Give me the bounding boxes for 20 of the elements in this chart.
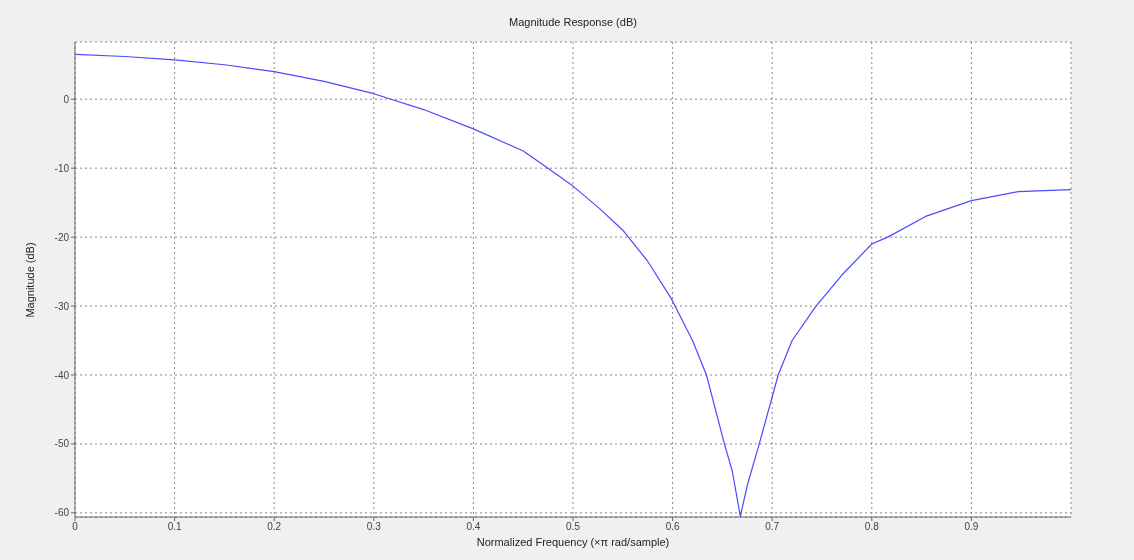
y-tick-label: -40 — [54, 369, 70, 381]
x-tick-label: 0.8 — [864, 521, 880, 533]
x-tick-label: 0.1 — [167, 521, 182, 533]
x-tick-label: 0.6 — [665, 521, 680, 533]
y-tick-label: -60 — [54, 507, 70, 519]
y-tick-label: -30 — [54, 300, 70, 312]
y-tick-label: -50 — [54, 438, 70, 450]
y-tick-label: -20 — [54, 231, 70, 243]
chart-title: Magnitude Response (dB) — [508, 16, 638, 28]
x-tick-label: 0.3 — [366, 521, 382, 533]
x-axis-title: Normalized Frequency (×π rad/sample) — [475, 536, 671, 548]
x-tick-label: 0 — [72, 521, 79, 533]
x-tick-label: 0.7 — [765, 521, 780, 533]
x-tick-label: 0.5 — [566, 521, 581, 533]
y-tick-label: 0 — [63, 93, 70, 105]
y-tick-label: -10 — [54, 162, 70, 174]
x-tick-label: 0.9 — [964, 521, 979, 533]
x-tick-label: 0.4 — [466, 521, 481, 533]
x-tick-label: 0.2 — [267, 521, 282, 533]
y-axis-title: Magnitude (dB) — [24, 242, 36, 318]
